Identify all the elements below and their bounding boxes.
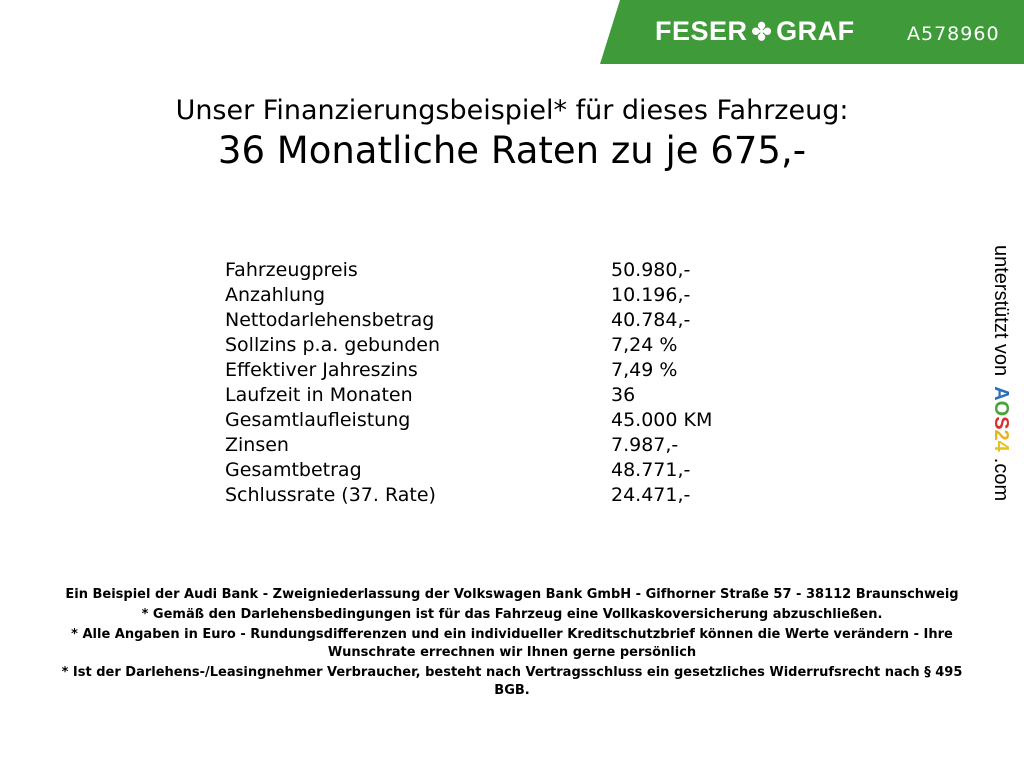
table-row: Nettodarlehensbetrag 40.784,-	[225, 308, 712, 333]
aos-letter: 2	[990, 429, 1012, 441]
row-label: Effektiver Jahreszins	[225, 359, 418, 381]
financing-table: Fahrzeugpreis 50.980,- Anzahlung 10.196,- …	[225, 258, 712, 508]
row-value: 7.987,-	[611, 434, 679, 456]
table-row: Gesamtlaufleistung 45.000 KM	[225, 408, 712, 433]
row-value: 10.196,-	[611, 284, 691, 306]
table-row: Laufzeit in Monaten 36	[225, 383, 712, 408]
brand-name-1: FESER	[655, 16, 748, 46]
page-title: Unser Finanzierungsbeispiel* für dieses …	[175, 95, 849, 126]
credit-text: unterstützt von	[990, 245, 1012, 377]
row-value: 40.784,-	[611, 309, 691, 331]
row-label: Schlussrate (37. Rate)	[225, 484, 436, 506]
credit-domain: .com	[990, 457, 1012, 502]
header-banner	[600, 0, 1024, 64]
table-row: Effektiver Jahreszins 7,49 %	[225, 358, 712, 383]
table-row: Anzahlung 10.196,-	[225, 283, 712, 308]
row-label: Fahrzeugpreis	[225, 259, 358, 281]
footer-line: * Gemäß den Darlehensbedingungen ist für…	[141, 607, 883, 622]
aos-letter: O	[990, 400, 1012, 417]
aos24-logo: AOS24	[990, 386, 1012, 452]
brand-name-2: GRAF	[776, 16, 855, 46]
table-row: Fahrzeugpreis 50.980,-	[225, 258, 712, 283]
row-label: Laufzeit in Monaten	[225, 384, 413, 406]
aos-letter: A	[990, 386, 1012, 401]
row-value: 48.771,-	[611, 459, 691, 481]
row-value: 7,24 %	[611, 334, 678, 356]
row-label: Gesamtbetrag	[225, 459, 362, 481]
table-row: Schlussrate (37. Rate) 24.471,-	[225, 483, 712, 508]
brand-logo: FESER ✤ GRAF	[655, 16, 855, 47]
footer-line: Ein Beispiel der Audi Bank - Zweignieder…	[65, 587, 959, 602]
vehicle-code: A578960	[907, 23, 1000, 45]
row-label: Sollzins p.a. gebunden	[225, 334, 440, 356]
row-label: Gesamtlaufleistung	[225, 409, 411, 431]
row-label: Anzahlung	[225, 284, 326, 306]
rate-headline: 36 Monatliche Raten zu je 675,-	[217, 129, 807, 172]
row-value: 7,49 %	[611, 359, 678, 381]
aos-letter: S	[990, 416, 1012, 430]
table-row: Sollzins p.a. gebunden 7,24 %	[225, 333, 712, 358]
row-value: 24.471,-	[611, 484, 691, 506]
aos24-credit: unterstützt von AOS24 .com	[989, 245, 1012, 501]
row-value: 36	[611, 384, 636, 406]
table-row: Zinsen 7.987,-	[225, 433, 712, 458]
legal-footer: Ein Beispiel der Audi Bank - Zweignieder…	[50, 586, 974, 702]
row-value: 45.000 KM	[611, 409, 713, 431]
row-label: Nettodarlehensbetrag	[225, 309, 435, 331]
clover-icon: ✤	[751, 19, 773, 46]
footer-line: * Ist der Darlehens-/Leasingnehmer Verbr…	[61, 665, 963, 698]
row-label: Zinsen	[225, 434, 289, 456]
aos-letter: 4	[990, 440, 1012, 452]
footer-line: * Alle Angaben in Euro - Rundungsdiffere…	[71, 627, 953, 660]
row-value: 50.980,-	[611, 259, 691, 281]
table-row: Gesamtbetrag 48.771,-	[225, 458, 712, 483]
